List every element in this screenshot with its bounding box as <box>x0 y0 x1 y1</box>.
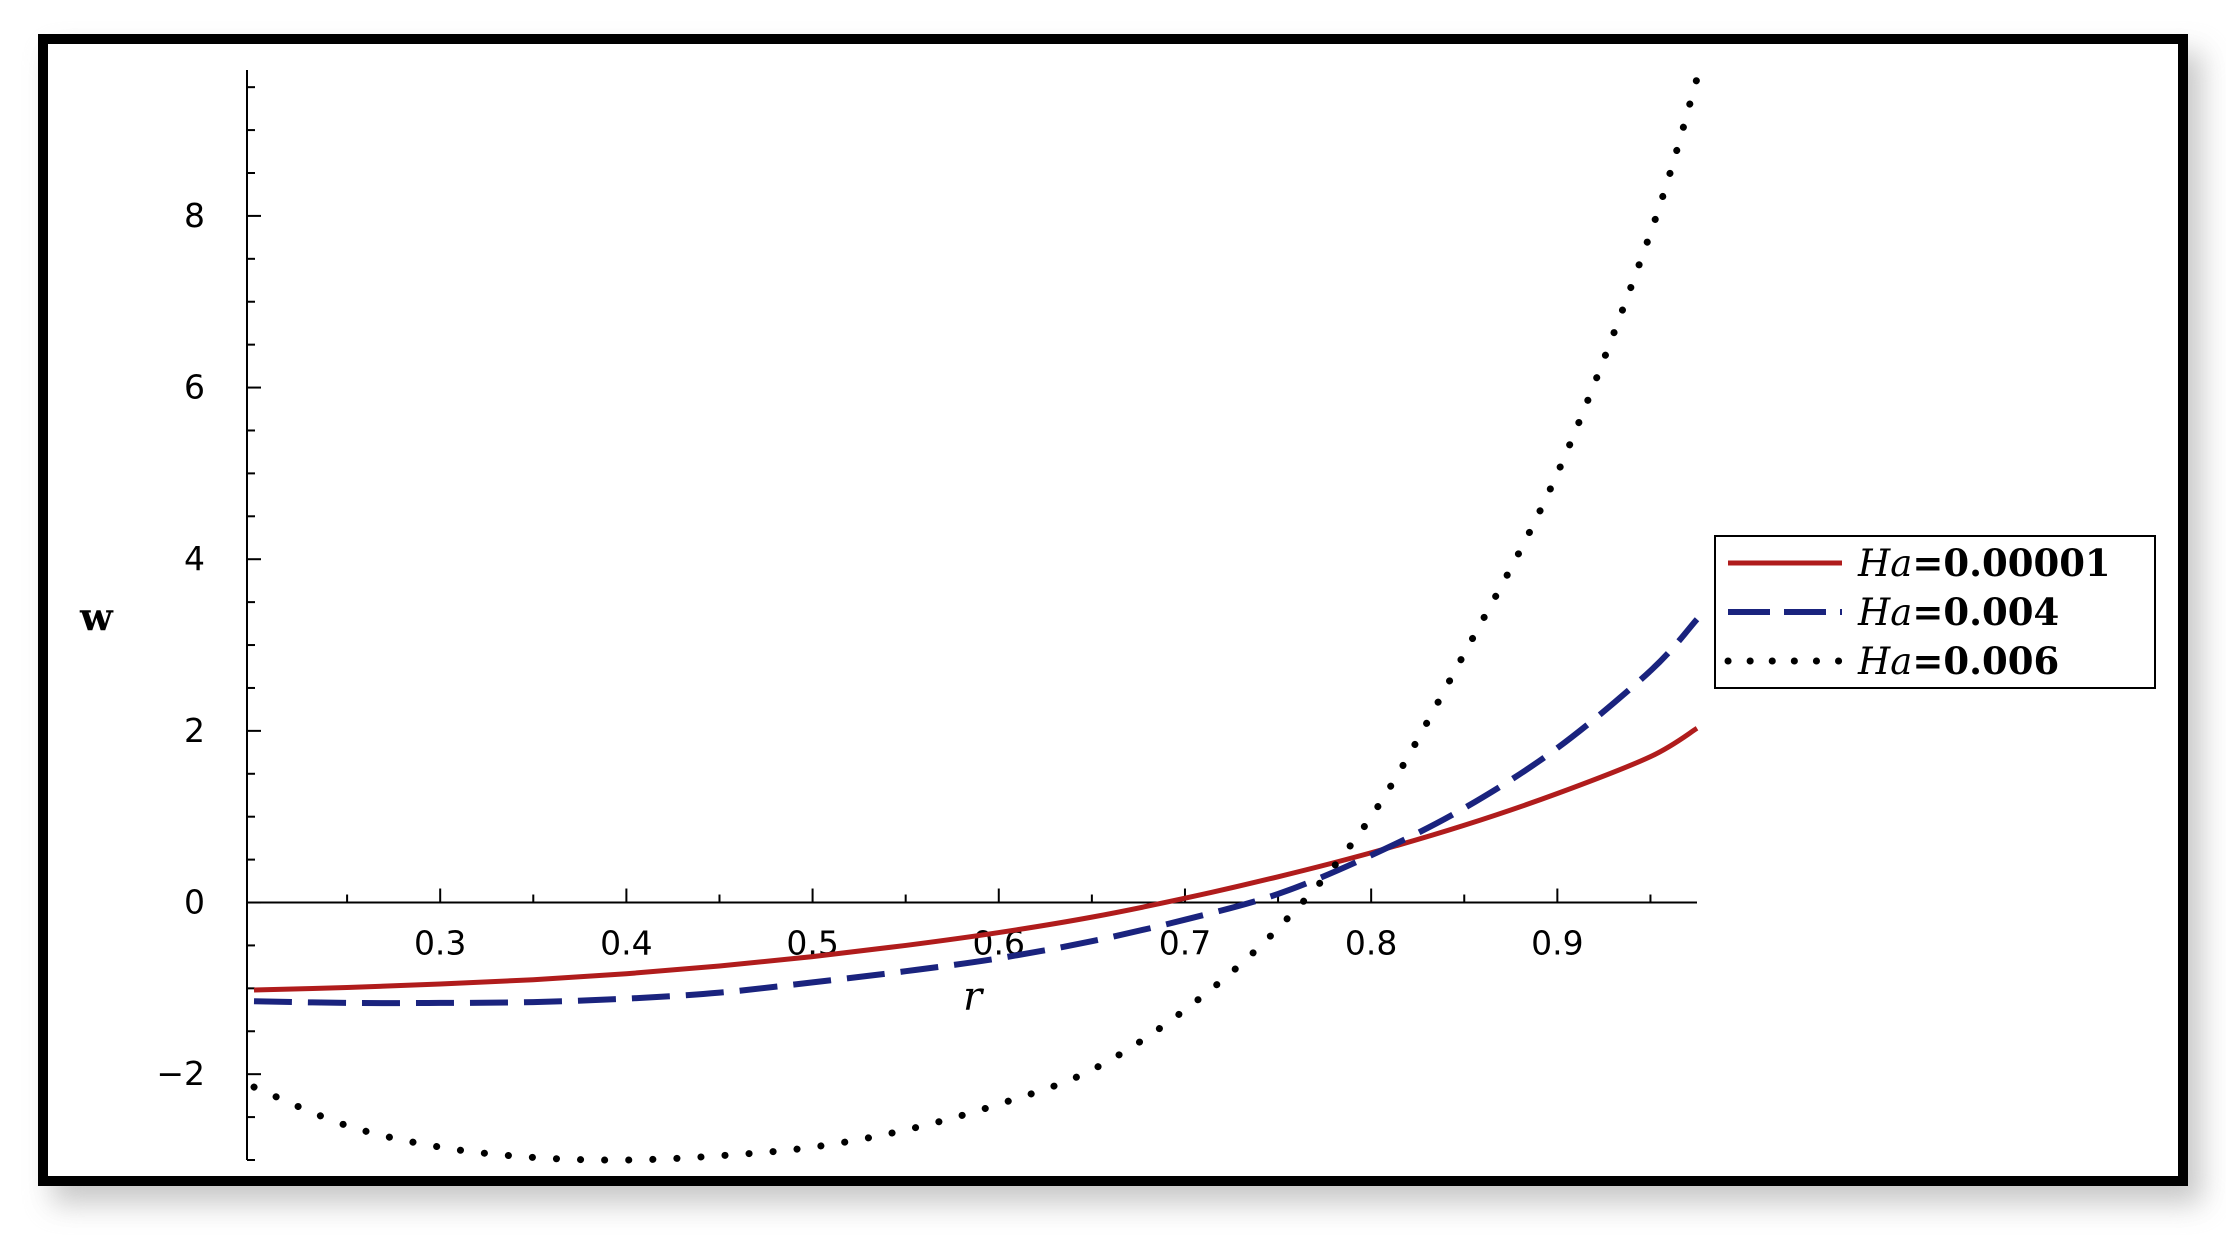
x-tick-label: 0.7 <box>1159 924 1211 963</box>
legend-label-3: Ha=0.006 <box>1857 639 2059 683</box>
y-ticks: −2 0 2 4 6 8 <box>156 86 261 1161</box>
legend: Ha=0.00001 Ha=0.004 Ha=0.006 <box>1714 535 2156 689</box>
x-ticks: 0.3 0.4 0.5 0.6 0.7 0.8 0.9 <box>346 888 1652 963</box>
x-tick-label: 0.3 <box>414 924 466 963</box>
series-line-3 <box>250 75 1701 1164</box>
legend-label-1: Ha=0.00001 <box>1857 541 2111 585</box>
y-tick-label: 0 <box>184 883 205 922</box>
y-tick-label: 6 <box>184 368 205 407</box>
y-axis-label: w <box>79 594 114 639</box>
series-line-1 <box>253 726 1699 993</box>
y-tick-label: 8 <box>184 196 205 235</box>
x-tick-label: 0.9 <box>1531 924 1583 963</box>
series-layer <box>250 75 1701 1164</box>
x-axis-label: r <box>963 974 985 1020</box>
legend-label-2: Ha=0.004 <box>1857 590 2059 634</box>
y-tick-label: 4 <box>184 539 205 578</box>
y-tick-label: −2 <box>156 1054 205 1093</box>
axes <box>246 70 1697 1160</box>
series-line-2 <box>253 617 1700 1007</box>
x-tick-label: 0.4 <box>600 924 652 963</box>
x-tick-label: 0.8 <box>1345 924 1397 963</box>
y-tick-label: 2 <box>184 711 205 750</box>
